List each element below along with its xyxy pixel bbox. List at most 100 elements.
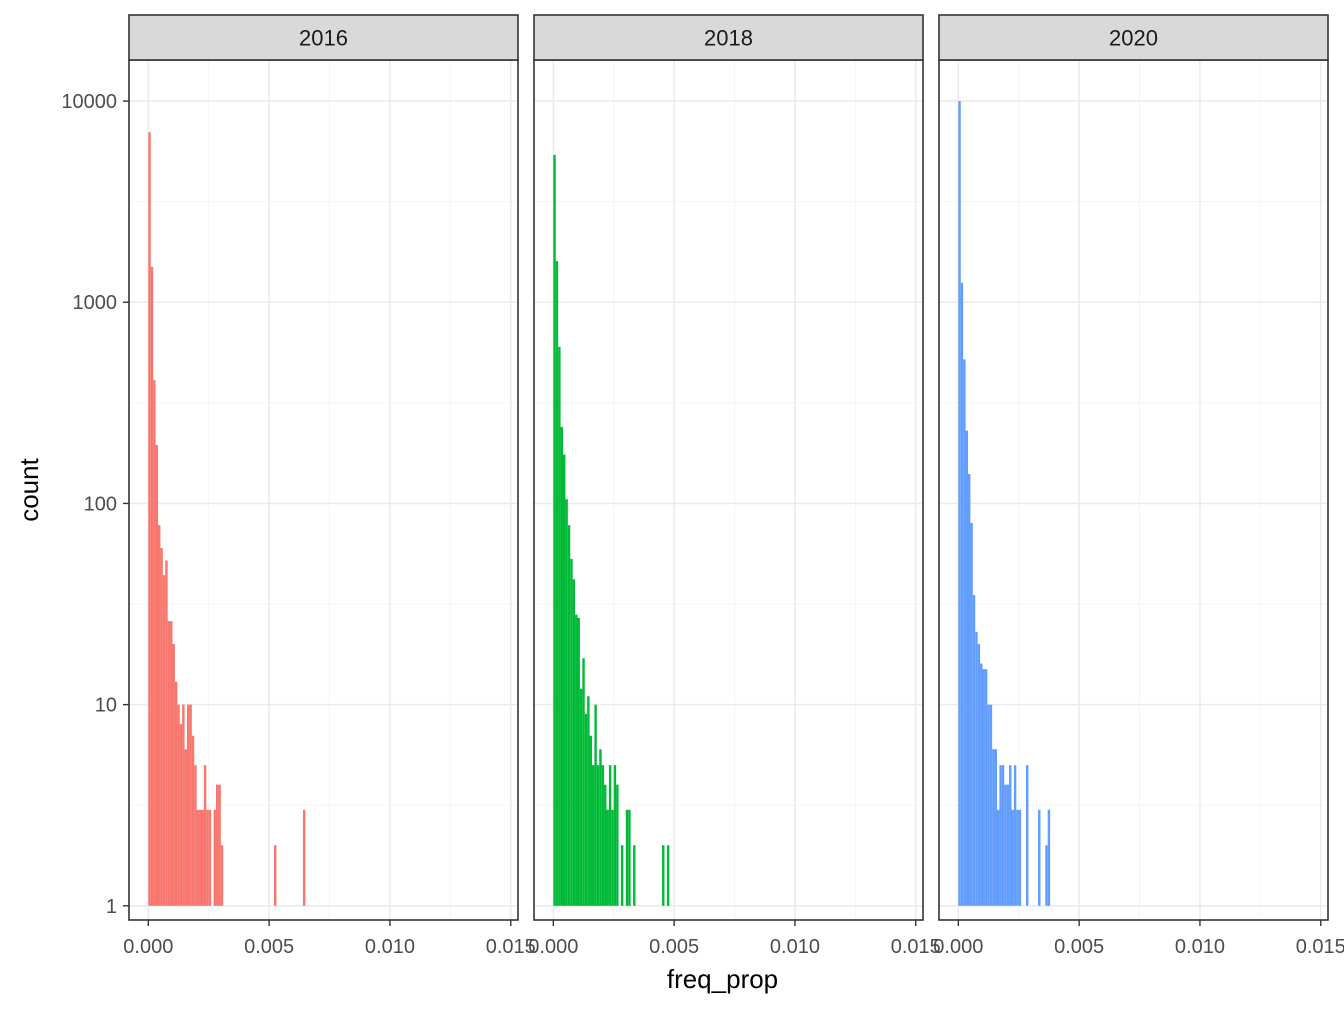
histogram-bar <box>215 784 219 906</box>
histogram-bar <box>165 560 168 906</box>
x-tick-label: 0.010 <box>365 936 415 958</box>
histogram-bar <box>575 614 578 906</box>
histogram-bar <box>1047 809 1051 906</box>
histogram-bar <box>666 845 670 906</box>
facet-strip-label: 2018 <box>704 26 753 51</box>
histogram-bar <box>199 809 202 906</box>
histogram-bar <box>194 765 197 906</box>
x-tick-label: 0.000 <box>528 936 578 958</box>
x-tick-label: 0.015 <box>891 936 941 958</box>
x-tick-label: 0.000 <box>933 936 983 958</box>
histogram-bar <box>579 688 583 906</box>
histogram-bar <box>980 663 983 906</box>
histogram-bar <box>1001 765 1005 906</box>
histogram-bar <box>628 809 631 906</box>
facet-panel-2020: 2020 0.000 0.005 0.010 0.015 <box>933 14 1344 958</box>
histogram-bar <box>611 809 614 906</box>
histogram-bar <box>196 809 200 906</box>
histogram-bar <box>155 445 158 906</box>
histogram-bar <box>587 696 590 906</box>
histogram-bar <box>553 154 556 906</box>
facet-strip <box>533 14 924 61</box>
histogram-bar <box>616 784 619 906</box>
histogram-bar <box>153 380 156 906</box>
histogram-bar <box>191 735 195 906</box>
histogram-bar <box>213 809 216 906</box>
histogram-bar <box>960 282 964 906</box>
histogram-bar <box>179 724 183 906</box>
histogram-bar <box>174 681 178 906</box>
facet-panel-2018: 2018 0.000 0.005 0.010 0.015 <box>528 14 941 958</box>
histogram-bar <box>613 765 617 906</box>
histogram-bar <box>182 704 185 906</box>
histogram-bar <box>177 704 180 906</box>
histogram-bar <box>160 548 163 906</box>
histogram-bar <box>989 704 993 906</box>
x-tick-label: 0.010 <box>770 936 820 958</box>
histogram-bar <box>572 579 576 906</box>
histogram-bar <box>220 845 224 906</box>
histogram-bar <box>1006 784 1010 906</box>
histogram-bar <box>1004 784 1007 906</box>
histogram-bar <box>577 617 580 906</box>
histogram-bar <box>662 845 665 906</box>
x-axis-title: freq_prop <box>667 964 778 994</box>
facet-strip <box>938 14 1329 61</box>
histogram-bar <box>567 525 571 906</box>
histogram-bar <box>584 713 588 906</box>
histogram-bar <box>589 735 592 906</box>
histogram-bar <box>172 644 175 906</box>
y-axis-title: count <box>14 457 44 521</box>
histogram-bar <box>208 809 212 906</box>
histogram-bar <box>958 101 961 906</box>
x-tick-label: 0.005 <box>649 936 699 958</box>
histogram-bar <box>1013 765 1017 906</box>
histogram-bar <box>967 474 971 906</box>
histogram-bar <box>965 430 968 906</box>
histogram-bar <box>982 669 985 906</box>
histogram-bar <box>167 621 171 906</box>
histogram-bar <box>620 845 624 906</box>
histogram-bar <box>1009 765 1012 906</box>
histogram-bar <box>987 704 990 906</box>
histogram-bar <box>984 669 988 906</box>
x-tick-label: 0.005 <box>1054 936 1104 958</box>
histogram-bar <box>558 346 561 906</box>
histogram-bar <box>1038 809 1041 906</box>
histogram-bar <box>206 809 209 906</box>
histogram-bar <box>186 704 190 906</box>
x-tick-label: 0.000 <box>123 936 173 958</box>
histogram-bar <box>601 765 605 906</box>
histogram-bar <box>302 809 306 906</box>
histogram-bar <box>604 784 607 906</box>
histogram-bar <box>1018 809 1022 906</box>
facet-strip-label: 2020 <box>1109 26 1158 51</box>
x-tick-label: 0.010 <box>1175 936 1225 958</box>
histogram-bar <box>150 266 154 906</box>
histogram-bar <box>975 631 978 906</box>
histogram-bar <box>625 809 629 906</box>
histogram-bar <box>565 499 568 906</box>
histogram-bar <box>1016 809 1019 906</box>
histogram-bar <box>148 132 151 906</box>
histogram-bar <box>970 522 973 906</box>
histogram-bar <box>999 765 1002 906</box>
y-tick-label: 10000 <box>61 91 117 113</box>
histogram-bar <box>977 644 981 906</box>
y-tick-label: 100 <box>84 493 117 515</box>
histogram-bar <box>189 704 192 906</box>
y-tick-label: 1 <box>106 896 117 918</box>
histogram-bar <box>157 525 161 906</box>
histogram-bar <box>1025 765 1029 906</box>
histogram-bar <box>992 749 995 906</box>
histogram-bar <box>560 426 563 906</box>
histogram-bar <box>184 749 187 906</box>
x-tick-label: 0.015 <box>486 936 536 958</box>
facet-panel-2016: 2016 0.000 0.005 0.010 0.015 <box>123 14 536 958</box>
y-tick-label: 1000 <box>73 292 118 314</box>
panel-background <box>939 60 1328 920</box>
histogram-bar <box>170 621 173 906</box>
facet-strip <box>128 14 519 61</box>
